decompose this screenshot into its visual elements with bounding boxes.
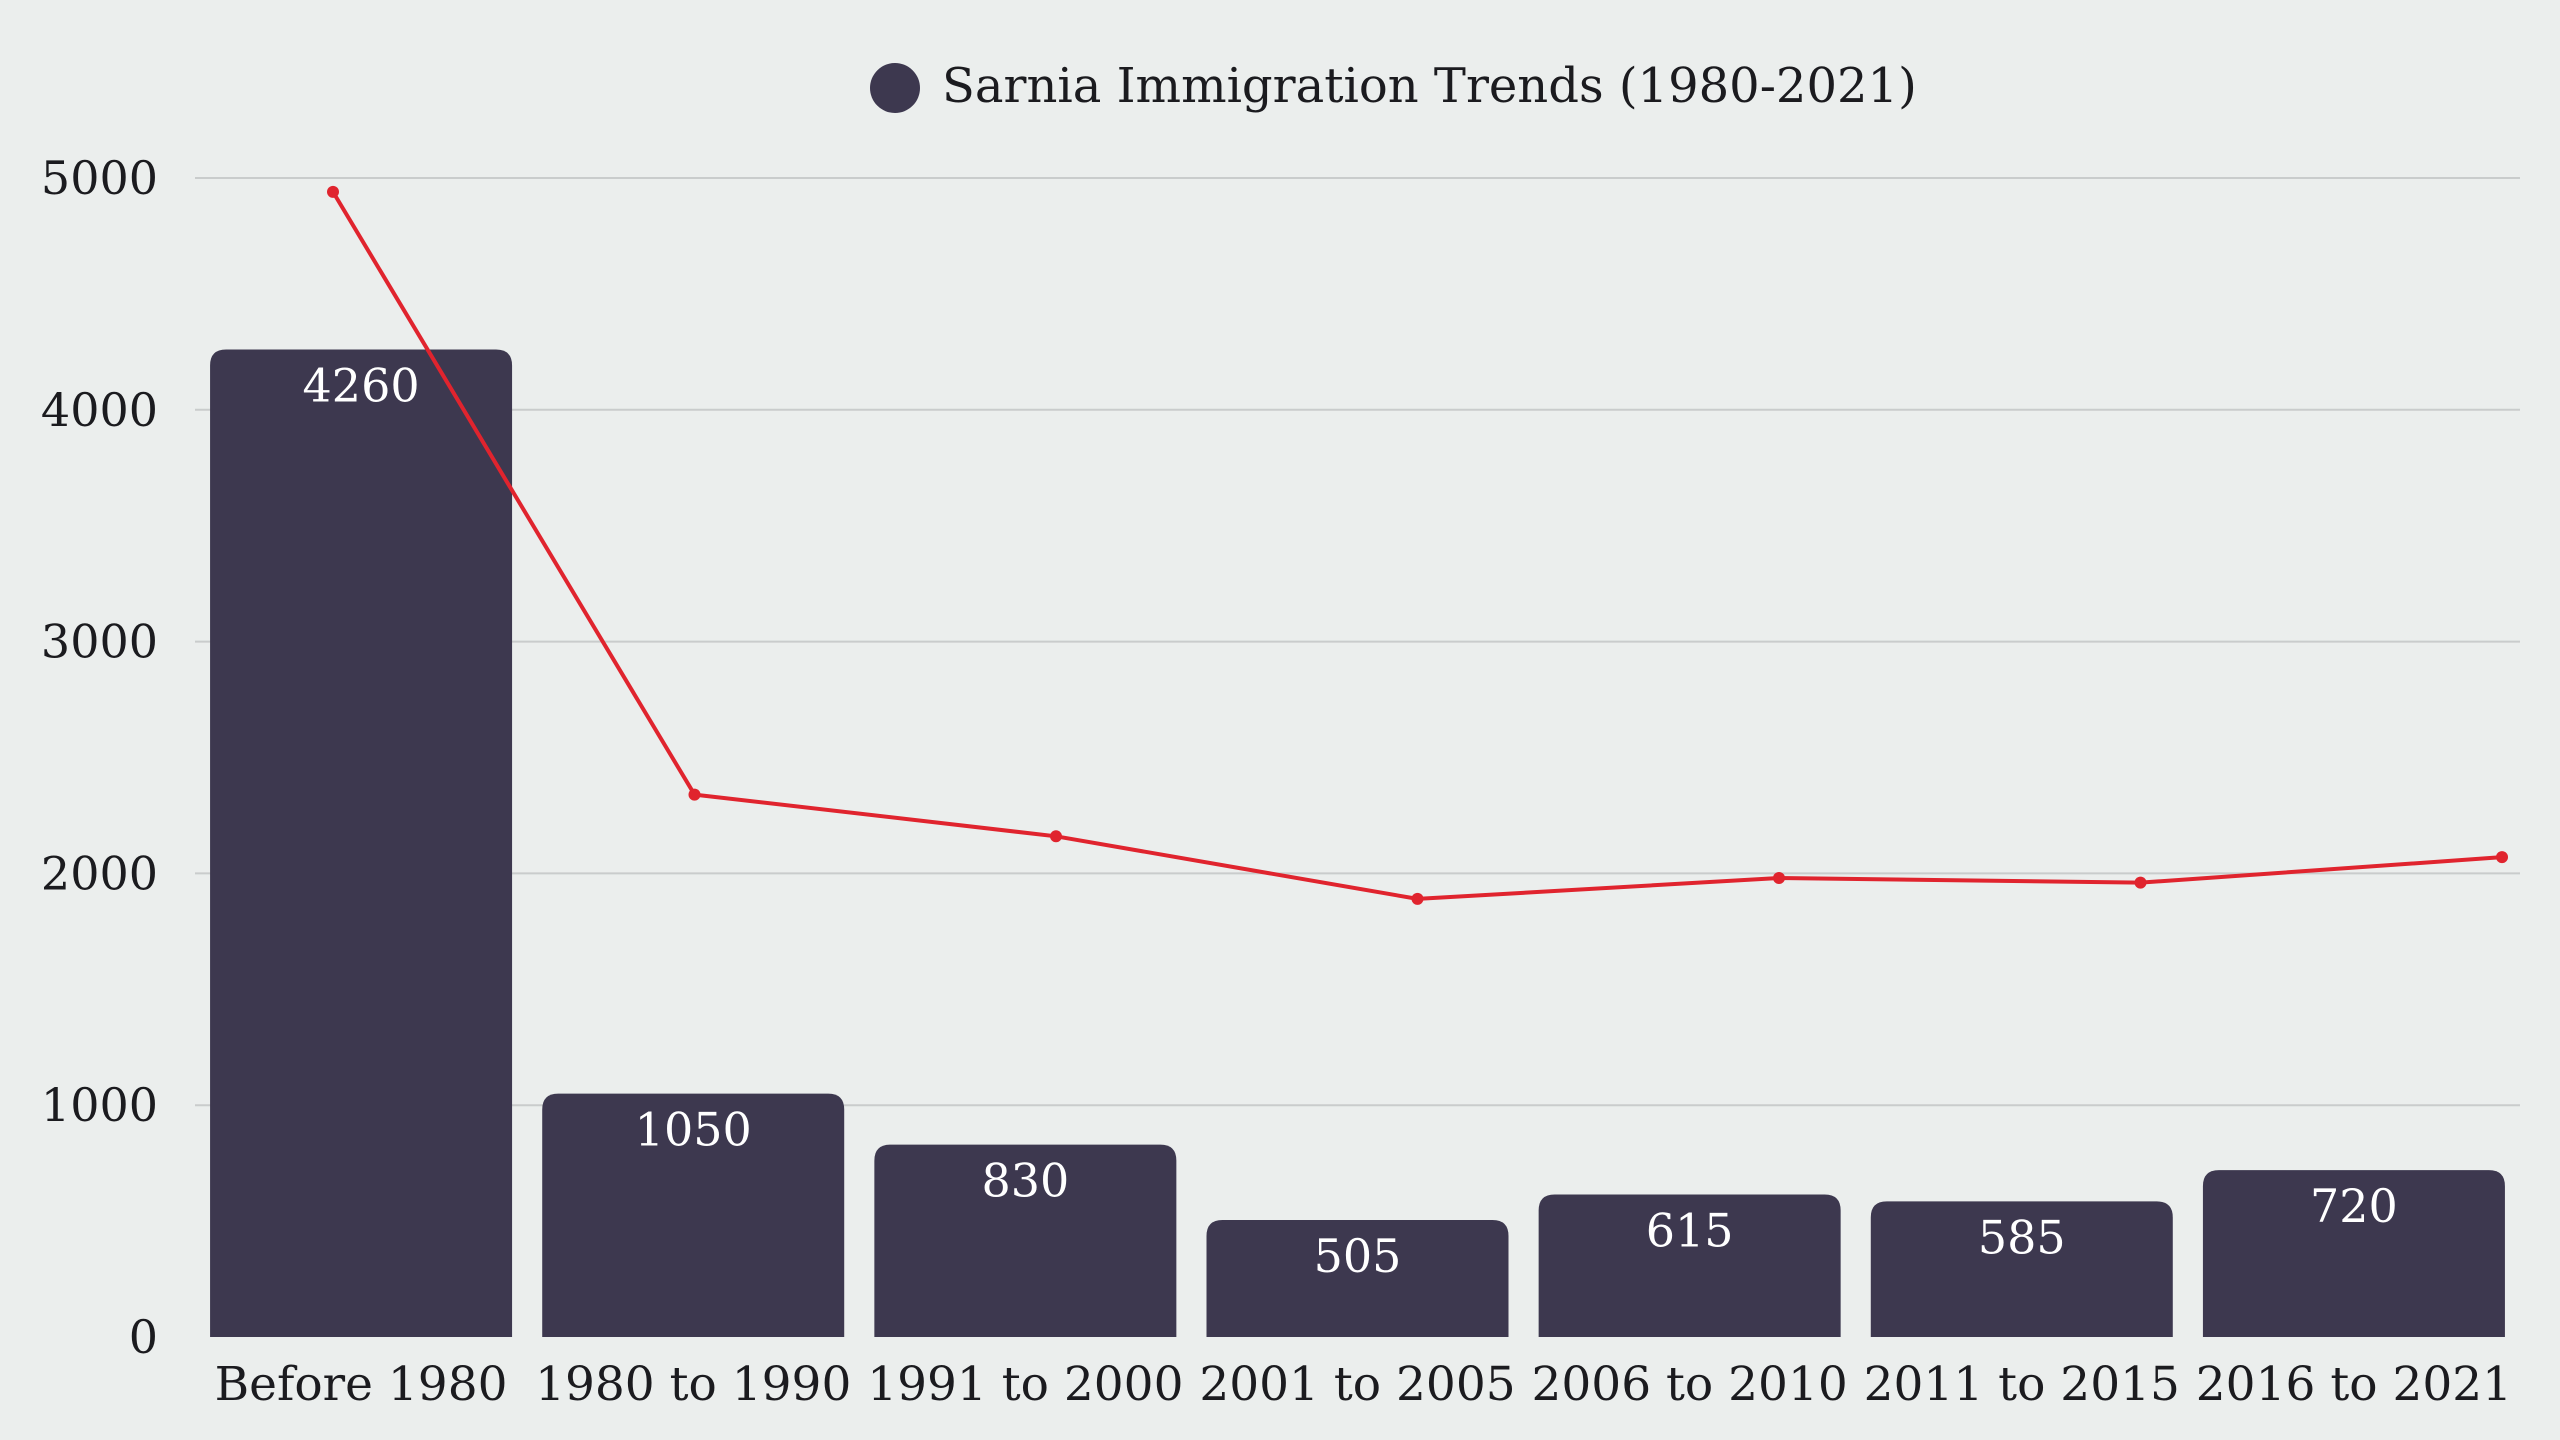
y-tick-label: 4000 — [41, 383, 158, 437]
legend-label: Sarnia Immigration Trends (1980-2021) — [942, 58, 1917, 114]
bar-value-label: 4260 — [303, 359, 420, 413]
x-tick-label: 1991 to 2000 — [867, 1357, 1183, 1412]
line — [331, 190, 2503, 901]
y-axis: 0 1000 2000 3000 4000 5000 — [41, 151, 158, 1364]
bar-value-label: 1050 — [635, 1103, 752, 1157]
bar-value-label: 720 — [2310, 1179, 2398, 1233]
x-tick-label: Before 1980 — [215, 1357, 508, 1412]
bar — [874, 1144, 1177, 1337]
bar — [1870, 1201, 2173, 1337]
y-tick-label: 3000 — [41, 615, 158, 669]
line-series — [327, 185, 2508, 905]
line-point — [688, 788, 701, 801]
x-tick-label: 2006 to 2010 — [1531, 1357, 1847, 1412]
bar-value-label: 505 — [1314, 1229, 1402, 1283]
line-point — [1050, 830, 1062, 843]
line-point — [2134, 876, 2147, 889]
bar-value-label: 615 — [1646, 1203, 1734, 1257]
line-point — [2496, 851, 2508, 864]
line-point — [1773, 872, 1785, 885]
bar — [1538, 1194, 1841, 1337]
x-tick-label: 2001 to 2005 — [1199, 1357, 1515, 1412]
bar — [2202, 1170, 2505, 1337]
x-tick-label: 2016 to 2021 — [2196, 1357, 2512, 1412]
bars — [210, 349, 2505, 1338]
bar-labels: 4260 1050 830 505 615 585 720 — [303, 359, 2398, 1283]
legend-swatch — [870, 63, 920, 113]
bar — [1206, 1219, 1509, 1337]
y-tick-label: 2000 — [41, 846, 158, 900]
legend: Sarnia Immigration Trends (1980-2021) — [870, 58, 1917, 114]
y-tick-label: 0 — [129, 1310, 158, 1364]
line-point — [1411, 892, 1424, 905]
bar — [542, 1093, 845, 1337]
x-axis: Before 1980 1980 to 1990 1991 to 2000 2001 … — [215, 1357, 2512, 1412]
bar — [210, 349, 513, 1338]
grid — [195, 177, 2520, 1107]
line-point — [327, 185, 339, 198]
bar-value-label: 585 — [1978, 1210, 2066, 1264]
x-tick-label: 1980 to 1990 — [535, 1357, 851, 1412]
y-tick-label: 1000 — [41, 1078, 158, 1132]
bar-value-label: 830 — [981, 1154, 1069, 1208]
y-tick-label: 5000 — [41, 151, 158, 205]
x-tick-label: 2011 to 2015 — [1864, 1357, 2180, 1412]
